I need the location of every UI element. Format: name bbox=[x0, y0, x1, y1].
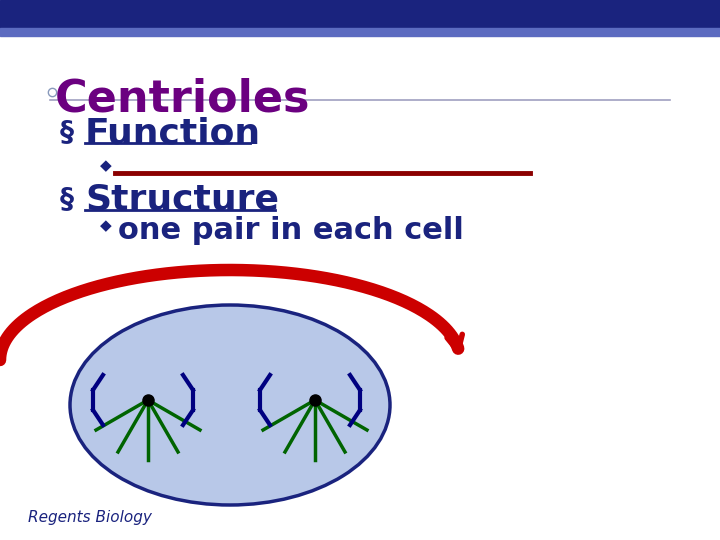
Bar bbox=[0, 0, 720, 28]
Text: §: § bbox=[60, 118, 74, 146]
Text: Structure: Structure bbox=[85, 183, 279, 217]
Text: Regents Biology: Regents Biology bbox=[28, 510, 152, 525]
Text: ◆: ◆ bbox=[100, 158, 112, 173]
Text: Function: Function bbox=[85, 116, 261, 150]
Text: Centrioles: Centrioles bbox=[55, 78, 310, 121]
Text: ◆: ◆ bbox=[100, 218, 112, 233]
Ellipse shape bbox=[70, 305, 390, 505]
Bar bbox=[0, 28, 720, 36]
Text: one pair in each cell: one pair in each cell bbox=[118, 216, 464, 245]
Text: §: § bbox=[60, 185, 74, 213]
